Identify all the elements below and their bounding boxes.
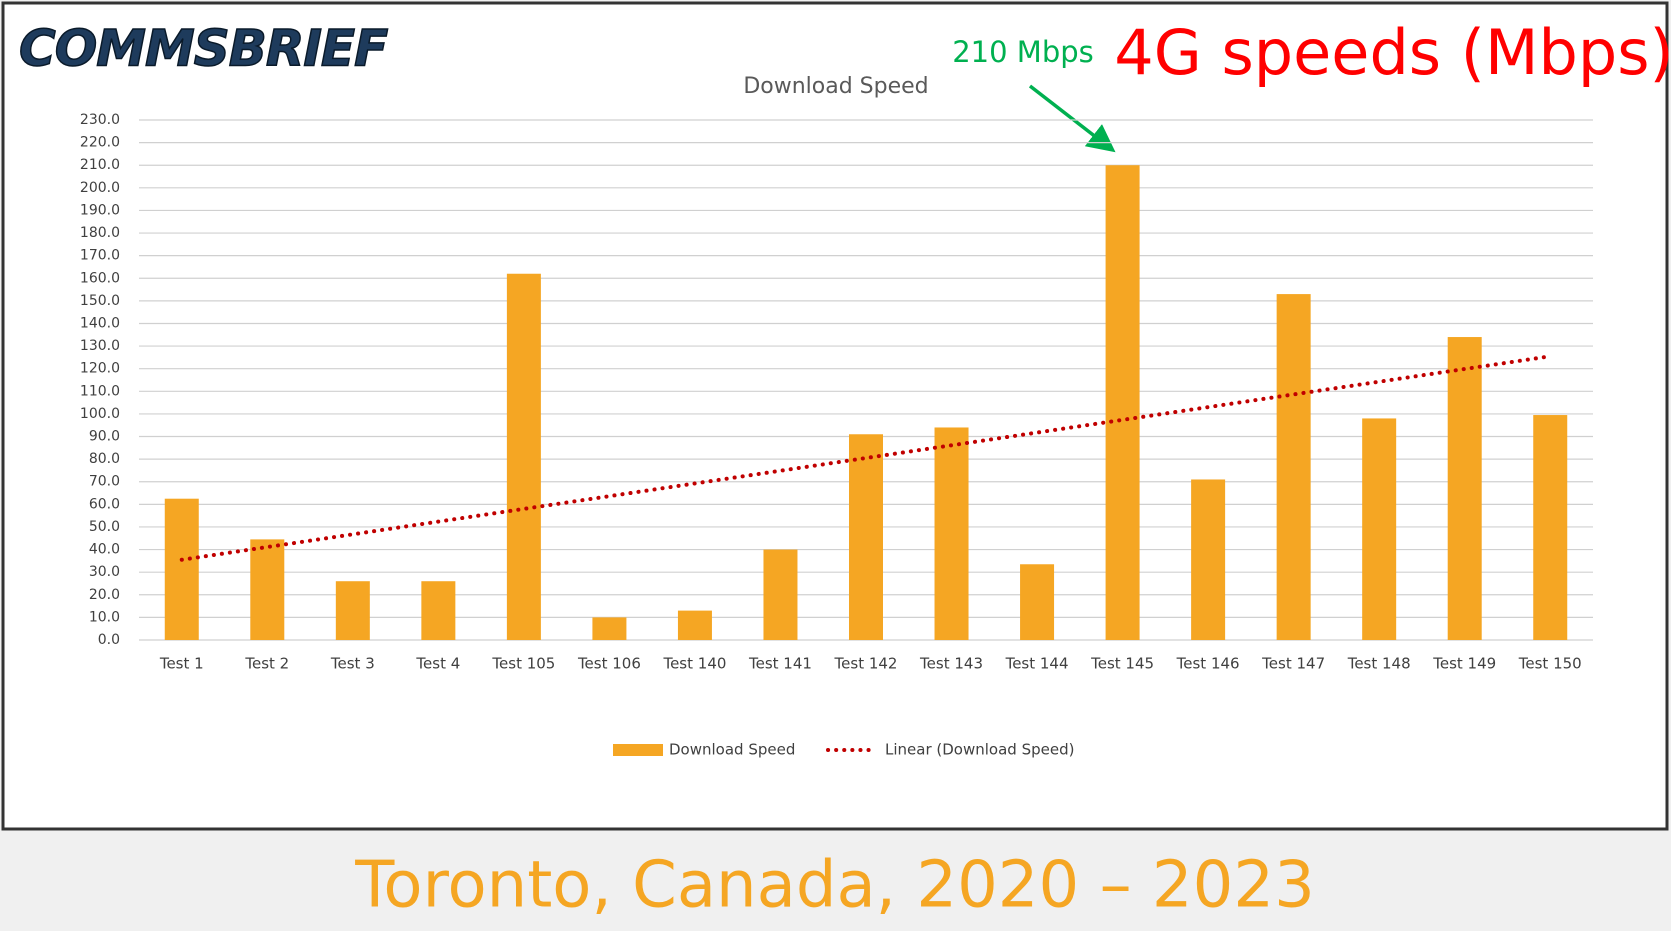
y-tick-label: 210.0: [80, 157, 120, 173]
annotation-arrow: [1028, 84, 1116, 153]
x-tick-label: Test 145: [1090, 655, 1154, 673]
x-tick-label: Test 143: [919, 655, 983, 673]
y-tick-label: 150.0: [80, 293, 120, 309]
y-tick-label: 30.0: [89, 564, 120, 580]
y-tick-label: 50.0: [89, 519, 120, 535]
chart-title: Download Speed: [743, 74, 928, 99]
y-tick-label: 130.0: [80, 338, 120, 354]
y-tick-label: 100.0: [80, 406, 120, 422]
bar: [1020, 564, 1055, 640]
x-tick-label: Test 2: [244, 655, 289, 673]
y-tick-label: 220.0: [80, 135, 120, 151]
x-tick-label: Test 150: [1518, 655, 1582, 673]
y-tick-label: 170.0: [80, 248, 120, 264]
footer-caption: Toronto, Canada, 2020 – 2023: [354, 849, 1315, 923]
x-tick-label: Test 141: [748, 655, 812, 673]
legend-label: Linear (Download Speed): [885, 741, 1074, 759]
bar: [934, 427, 969, 640]
y-tick-label: 180.0: [80, 225, 120, 241]
x-tick-label: Test 147: [1261, 655, 1325, 673]
bar: [335, 581, 370, 640]
bar: [421, 581, 456, 640]
y-tick-label: 190.0: [80, 202, 120, 218]
bar: [849, 434, 883, 640]
legend-label: Download Speed: [669, 741, 795, 759]
x-tick-label: Test 142: [834, 655, 898, 673]
y-tick-label: 40.0: [89, 542, 120, 558]
bar: [763, 549, 798, 640]
legend-swatch: [613, 744, 663, 756]
y-tick-label: 230.0: [80, 112, 120, 128]
y-tick-label: 10.0: [89, 609, 120, 625]
bar: [1276, 294, 1311, 640]
bar: [592, 617, 627, 640]
x-tick-label: Test 148: [1347, 655, 1411, 673]
y-tick-label: 140.0: [80, 315, 120, 331]
y-tick-label: 70.0: [89, 474, 120, 490]
plot: 0.0 10.0 20.0 30.0 40.0 50.0 60.0 70.0 80.0 90.0 1…: [80, 112, 1593, 759]
bar: [250, 539, 285, 640]
y-tick-label: 80.0: [89, 451, 120, 467]
bar: [164, 498, 199, 640]
y-tick-label: 120.0: [80, 361, 120, 377]
y-tick-label: 60.0: [89, 496, 120, 512]
bar: [1362, 418, 1397, 640]
annotation: 210 Mbps: [952, 35, 1094, 69]
x-tick-label: Test 4: [415, 655, 460, 673]
bar: [1447, 337, 1482, 640]
y-tick-label: 0.0: [98, 632, 120, 648]
bar: [1533, 415, 1568, 640]
x-tick-label: Test 146: [1176, 655, 1240, 673]
x-tick-label: Test 1: [159, 655, 204, 673]
bar: [506, 273, 541, 640]
x-tick-label: Test 149: [1432, 655, 1496, 673]
bar: [1105, 165, 1140, 640]
headline: 4G speeds (Mbps): [1114, 16, 1671, 89]
y-tick-label: 20.0: [89, 587, 120, 603]
bar: [677, 610, 712, 640]
x-tick-label: Test 106: [577, 655, 641, 673]
y-tick-label: 90.0: [89, 429, 120, 445]
logo: COMMSBRIEF: [19, 20, 388, 78]
y-tick-label: 200.0: [80, 180, 120, 196]
chart-frame: [1, 1, 1669, 831]
y-tick-label: 160.0: [80, 270, 120, 286]
x-tick-label: Test 144: [1005, 655, 1069, 673]
x-tick-label: Test 140: [662, 655, 726, 673]
x-tick-label: Test 3: [330, 655, 375, 673]
bar: [1191, 479, 1226, 640]
x-tick-label: Test 105: [491, 655, 555, 673]
y-tick-label: 110.0: [80, 383, 120, 399]
